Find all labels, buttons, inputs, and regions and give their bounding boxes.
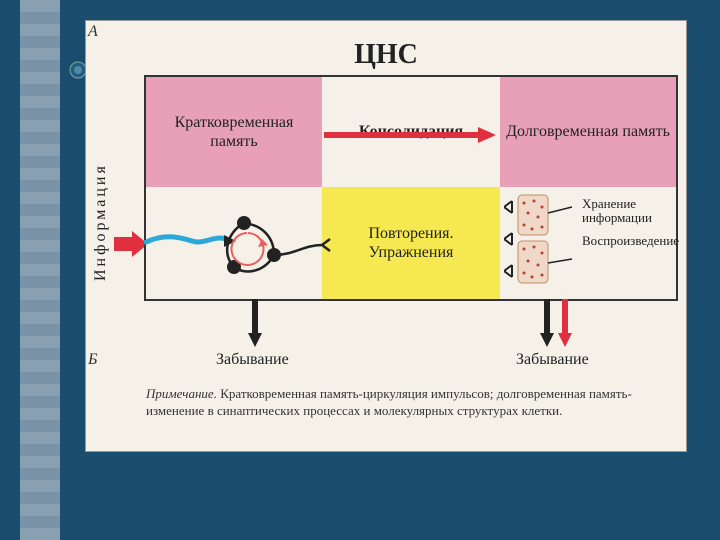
storage-labels: Хранение информации Воспроизведение	[582, 197, 672, 256]
input-label: Информация	[92, 163, 110, 281]
storage-label-1: Хранение информации	[582, 197, 672, 226]
note-text: Кратковременная память-циркуляция импуль…	[146, 386, 632, 418]
consolidation-arrow-icon	[324, 127, 496, 143]
memory-diagram: А Б ЦНС Информация Кратковременная памят…	[85, 20, 687, 452]
note-lead: Примечание.	[146, 386, 217, 401]
diagram-footnote: Примечание. Кратковременная память-цирку…	[146, 386, 666, 420]
forget-arrow-1-icon	[248, 299, 262, 347]
cell-long-term: Долговременная память	[500, 77, 676, 187]
input-arrow-icon	[114, 231, 148, 257]
forget-arrow-3-icon	[558, 299, 572, 347]
slide-decor-strip	[20, 0, 60, 540]
neural-loop-icon	[144, 185, 344, 297]
storage-label-2: Воспроизведение	[582, 234, 672, 248]
forget-label-left: Забывание	[216, 351, 289, 369]
cell-long-term-label: Долговременная память	[500, 118, 676, 145]
cell-short-term: Кратковременная память	[146, 77, 322, 187]
cell-short-term-label: Кратковременная память	[146, 109, 322, 155]
cell-repetition: Повторения. Упражнения	[322, 187, 500, 299]
panel-label-b: Б	[88, 351, 97, 369]
forget-label-right: Забывание	[516, 351, 589, 369]
repetition-label: Повторения. Упражнения	[322, 220, 500, 266]
forget-arrow-2-icon	[540, 299, 554, 347]
diagram-title: ЦНС	[86, 39, 686, 71]
storage-cells-icon	[504, 193, 574, 289]
